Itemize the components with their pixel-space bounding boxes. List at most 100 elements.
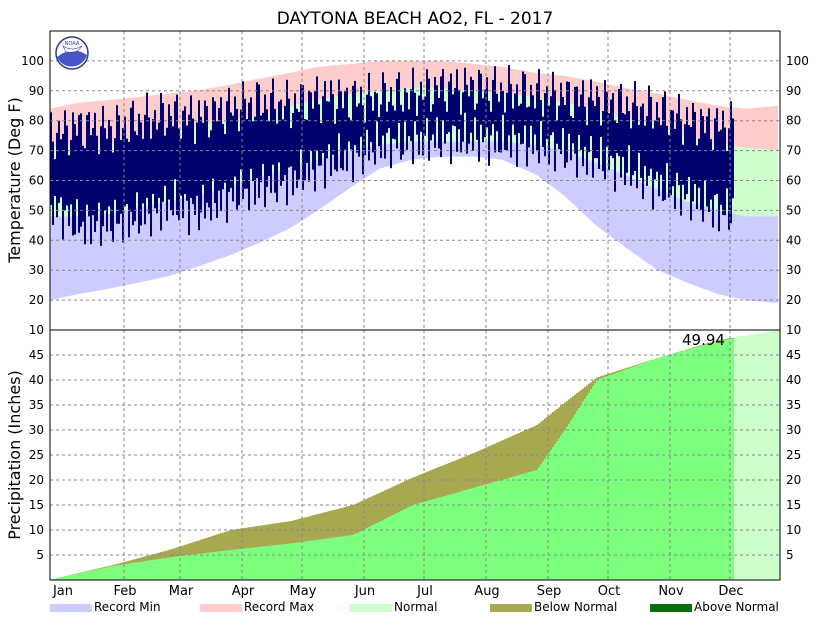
record-min-band [50,141,778,304]
observed-temperature-bar [470,76,472,133]
observed-precipitation-bar [550,450,553,580]
future-normal-bar [778,330,781,580]
below-normal-bar [114,564,117,566]
observed-temperature-bar [258,84,260,198]
observed-precipitation-bar [518,475,521,580]
observed-temperature-bar [400,104,402,160]
observed-temperature-bar [496,93,498,132]
observed-temperature-bar [544,93,546,157]
below-normal-bar [378,493,381,522]
below-normal-bar [426,471,429,502]
observed-precipitation-bar [218,551,221,580]
observed-precipitation-bar [464,490,467,580]
observed-temperature-bar [168,104,170,200]
observed-precipitation-bar [632,366,635,580]
below-normal-bar [292,520,295,544]
below-normal-bar [556,408,559,442]
temperature-tick-right: 40 [786,233,801,247]
observed-precipitation-bar [244,548,247,580]
observed-temperature-bar [426,69,428,119]
observed-precipitation-bar [246,548,249,580]
below-normal-bar [112,565,115,566]
observed-temperature-bar [330,80,332,176]
observed-precipitation-bar [202,553,205,580]
observed-precipitation-bar [654,359,657,580]
below-normal-bar [310,515,313,541]
observed-precipitation-bar [644,362,647,580]
observed-precipitation-bar [172,557,175,580]
observed-temperature-bar [676,113,678,173]
observed-temperature-bar [604,80,606,180]
observed-precipitation-bar [432,499,435,580]
below-normal-bar [532,426,535,472]
observed-precipitation-bar [688,349,691,581]
observed-temperature-bar [286,79,288,206]
below-normal-bar [168,550,171,558]
observed-temperature-bar [202,122,204,185]
observed-precipitation-bar [104,567,107,580]
below-normal-bar [610,373,613,375]
below-normal-bar [284,521,287,545]
observed-precipitation-bar [212,552,215,580]
observed-precipitation-bar [226,550,229,580]
observed-temperature-bar [382,72,384,136]
below-normal-bar [612,372,615,375]
observed-temperature-bar [272,78,274,165]
below-normal-bar [216,534,219,552]
observed-precipitation-bar [558,438,561,580]
observed-temperature-bar [460,114,462,153]
observed-precipitation-bar [638,364,641,580]
below-normal-bar [434,468,437,499]
below-normal-bar [542,420,545,462]
observed-precipitation-bar [492,482,495,580]
month-label: Mar [169,584,194,599]
observed-precipitation-bar [568,423,571,581]
observed-precipitation-bar [292,543,295,580]
below-normal-bar [416,475,419,504]
observed-temperature-bar [368,72,370,161]
observed-temperature-bar [264,94,266,208]
observed-temperature-bar [658,117,660,197]
below-normal-bar [158,552,161,559]
observed-precipitation-bar [538,467,541,580]
observed-temperature-bar [440,76,442,158]
below-normal-bar [592,380,595,387]
observed-temperature-bar [156,129,158,214]
observed-temperature-bar [428,78,430,161]
observed-precipitation-bar [220,551,223,580]
below-normal-bar [178,546,181,557]
observed-precipitation-bar [708,343,711,581]
observed-precipitation-bar [406,508,409,580]
below-normal-bar [412,477,415,505]
observed-temperature-bar [358,103,360,157]
below-normal-bar [726,338,729,340]
observed-precipitation-bar [222,551,225,580]
observed-temperature-bar [524,74,526,126]
below-normal-bar [116,563,119,566]
observed-precipitation-bar [730,338,733,580]
observed-temperature-bar [606,91,608,147]
below-normal-bar [418,475,421,504]
observed-precipitation-bar [166,557,169,580]
precipitation-tick-right: 10 [786,523,801,537]
observed-precipitation-bar [56,578,59,580]
observed-temperature-bar [298,112,300,180]
observed-precipitation-bar [196,554,199,580]
observed-temperature-bar [284,105,286,176]
observed-precipitation-bar [394,514,397,580]
observed-temperature-bar [248,102,250,211]
observed-temperature-bar [76,135,78,200]
precipitation-tick-right: 25 [786,448,801,462]
observed-temperature-bar [684,124,686,200]
observed-temperature-bar [308,90,310,182]
observed-precipitation-bar [344,536,347,580]
observed-temperature-bar [690,127,692,221]
legend-swatch [350,604,392,612]
below-normal-bar [624,368,627,370]
observed-precipitation-bar [456,492,459,580]
observed-precipitation-bar [320,539,323,580]
observed-precipitation-bar [722,340,725,580]
observed-precipitation-bar [440,497,443,580]
observed-temperature-bar [706,116,708,207]
below-normal-bar [304,517,307,542]
